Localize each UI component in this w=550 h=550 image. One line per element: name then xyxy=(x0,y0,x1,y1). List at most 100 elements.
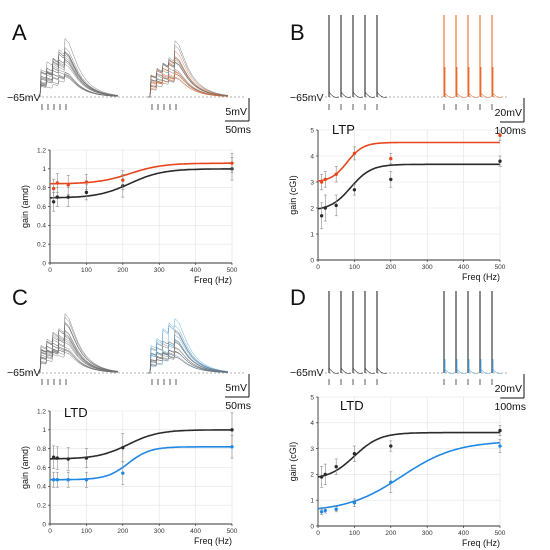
data-point xyxy=(389,480,393,484)
ahp xyxy=(491,91,503,98)
voltage-label: −65mV xyxy=(290,367,324,379)
ahp xyxy=(455,91,467,98)
ahp xyxy=(376,91,388,98)
scale-bar-voltage-label: 5mV xyxy=(225,382,247,394)
y-tick-label: 1 xyxy=(42,427,46,434)
y-tick-label: 0.2 xyxy=(37,241,46,248)
ahp xyxy=(491,367,503,374)
voltage-trace xyxy=(148,40,229,98)
x-tick-label: 0 xyxy=(316,530,320,537)
y-tick-label: 0.8 xyxy=(37,446,46,453)
series-control xyxy=(317,155,502,230)
chart-title: LTP xyxy=(332,122,355,137)
grid xyxy=(317,129,501,261)
x-tick-label: 300 xyxy=(422,530,433,537)
data-point xyxy=(323,177,327,182)
panel-label: B xyxy=(290,20,305,45)
y-tick-label: 1 xyxy=(310,231,314,238)
data-point xyxy=(51,455,56,459)
y-tick-label: 5 xyxy=(310,127,314,134)
data-point xyxy=(498,444,502,448)
x-tick-label: 400 xyxy=(458,530,469,537)
data-point xyxy=(323,206,327,210)
scale-bar-voltage-label: 5mV xyxy=(225,106,247,118)
y-axis-label: gain (cGI) xyxy=(288,442,298,482)
data-point xyxy=(389,444,393,448)
data-point xyxy=(334,172,338,176)
data-point xyxy=(319,510,324,514)
panel-a: A −65mV 5mV 50ms xyxy=(7,20,251,136)
data-point xyxy=(334,507,338,511)
data-point xyxy=(66,195,70,199)
y-tick-label: 0.4 xyxy=(37,484,46,491)
ahp xyxy=(376,367,388,374)
y-tick-label: 0 xyxy=(310,523,314,530)
data-point xyxy=(84,478,89,482)
series-ltd xyxy=(317,439,502,515)
data-point xyxy=(66,183,70,187)
data-point xyxy=(498,159,502,163)
series-control xyxy=(317,425,502,488)
ahp xyxy=(328,91,340,98)
data-point xyxy=(55,456,59,460)
voltage-trace xyxy=(38,37,119,98)
data-point xyxy=(230,161,234,165)
y-tick-label: 1.2 xyxy=(37,408,46,415)
ahp xyxy=(443,91,455,98)
y-tick-label: 3 xyxy=(310,179,314,186)
ahp xyxy=(364,91,376,98)
data-point xyxy=(319,214,324,218)
fit-curve xyxy=(317,441,501,510)
scale-bar: 5mV 50ms xyxy=(225,374,251,412)
y-tick-label: 2 xyxy=(310,205,314,212)
data-point xyxy=(352,151,357,156)
x-axis-label: Freq (Hz) xyxy=(194,536,232,546)
x-tick-label: 300 xyxy=(422,264,433,271)
chart-a: 0 100 200 300 400 500 0 0.2 0.4 0.6 0.8 1 1.2 Freq (H… xyxy=(20,147,238,285)
scale-bar-time-label: 100ms xyxy=(494,125,526,137)
series-control xyxy=(49,412,234,471)
x-tick-label: 400 xyxy=(458,264,469,271)
x-tick-label: 0 xyxy=(48,267,52,274)
y-tick-label: 0.6 xyxy=(37,465,46,472)
data-point xyxy=(334,464,338,469)
scale-bar: 20mV 100ms xyxy=(494,374,526,413)
data-point xyxy=(334,203,338,208)
ahp xyxy=(467,367,479,374)
voltage-label: −65mV xyxy=(7,367,41,379)
x-tick-label: 500 xyxy=(227,528,238,535)
trace-group xyxy=(317,15,508,110)
ahp xyxy=(328,367,340,374)
y-tick-label: 3 xyxy=(310,446,314,453)
data-point xyxy=(230,428,234,432)
x-tick-label: 200 xyxy=(385,264,396,271)
voltage-trace xyxy=(38,75,119,98)
chart-title: LTD xyxy=(340,398,364,413)
scale-bar-time-label: 100ms xyxy=(494,401,526,413)
chart-b: 0 100 200 300 400 500 0 1 2 3 4 5 Freq (Hz) gain (cGI… xyxy=(288,122,506,282)
voltage-trace xyxy=(148,322,229,374)
data-point xyxy=(319,180,324,184)
y-tick-label: 1 xyxy=(310,498,314,505)
voltage-trace xyxy=(148,50,229,98)
panel-b: B −65mV 20mV 100ms xyxy=(290,15,526,137)
panel-d: D −65mV 20mV 100ms xyxy=(290,285,526,413)
data-point xyxy=(66,457,70,461)
series-ltd xyxy=(50,435,234,488)
voltage-trace xyxy=(38,323,119,374)
x-axis-label: Freq (Hz) xyxy=(462,538,500,548)
fit-curve xyxy=(50,168,232,199)
ahp xyxy=(455,367,467,374)
data-point xyxy=(55,478,59,482)
voltage-trace xyxy=(38,316,119,374)
y-axis-label: gain (amd) xyxy=(20,185,30,228)
ahp xyxy=(364,367,376,374)
voltage-label: −65mV xyxy=(7,92,41,104)
series-ltp xyxy=(50,153,234,199)
panel-label: D xyxy=(290,285,306,310)
ahp xyxy=(479,91,491,98)
series-control xyxy=(50,157,234,212)
x-tick-label: 400 xyxy=(190,528,201,535)
x-tick-label: 100 xyxy=(81,528,92,535)
x-tick-label: 100 xyxy=(349,530,360,537)
